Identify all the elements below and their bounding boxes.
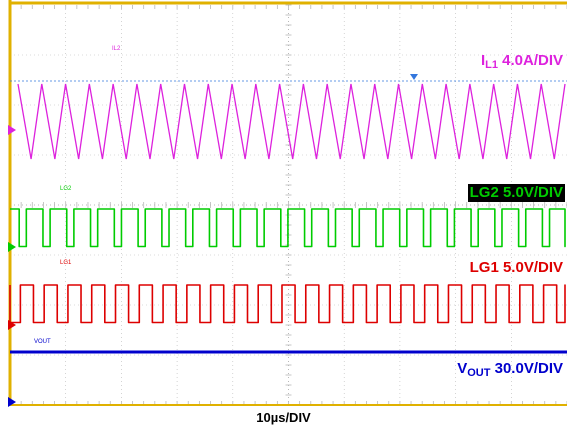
vout-label-main: V xyxy=(457,360,468,377)
vout-ground-marker xyxy=(8,397,16,407)
il1-ground-marker xyxy=(8,125,16,135)
trace-tag: VOUT xyxy=(34,339,51,345)
vout-label-sub: OUT xyxy=(467,367,491,379)
lg2-scale-label: LG2 5.0V/DIV xyxy=(467,184,565,202)
scope-traces xyxy=(9,74,567,354)
lg2-ground-marker xyxy=(8,242,16,252)
lg1-ground-marker xyxy=(8,320,16,330)
vout-scale-label: VOUT 30.0V/DIV xyxy=(457,360,563,382)
lg2-trace xyxy=(10,208,566,248)
vout-label-scale: 30.0V/DIV xyxy=(490,360,563,377)
trace-tag: IL2 xyxy=(112,46,121,52)
lg1-scale-label: LG1 5.0V/DIV xyxy=(469,259,563,276)
trigger-marker-icon xyxy=(410,74,418,80)
timebase-label: 10µs/DIV xyxy=(256,410,311,425)
il1-label-scale: 4.0A/DIV xyxy=(497,52,563,69)
trace-tags: IL2 LG2 LG1 VOUT xyxy=(34,46,121,345)
trace-tag: LG1 xyxy=(60,260,72,266)
il1-label-sub: L1 xyxy=(485,59,498,71)
il1-trace xyxy=(17,83,566,160)
il1-scale-label: IL1 4.0A/DIV xyxy=(481,52,563,74)
lg1-trace xyxy=(9,284,566,324)
il1-label-main: I xyxy=(480,52,486,69)
channel-markers xyxy=(8,125,16,407)
trace-tag: LG2 xyxy=(60,186,72,192)
